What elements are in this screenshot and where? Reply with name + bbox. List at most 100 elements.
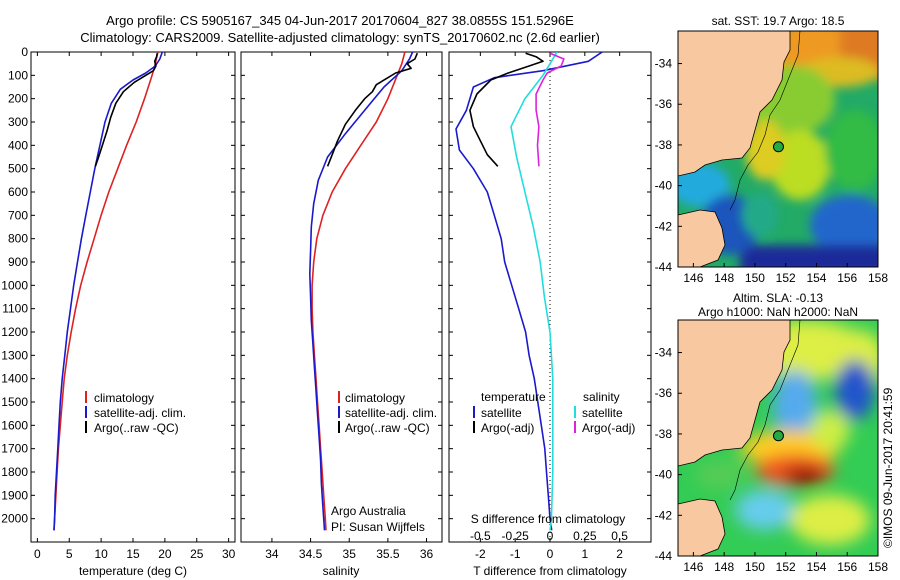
series-line-salinity-sal_argo — [535, 52, 565, 167]
salinity-series — [309, 52, 419, 531]
map-x-tick-label: 152 — [776, 271, 796, 285]
sst-map-frame — [677, 30, 879, 268]
sla-map — [678, 320, 878, 556]
y-tick-label: 1200 — [1, 325, 28, 339]
map-y-tick-label: -36 — [655, 386, 673, 400]
salinity-xlabel: salinity — [323, 564, 360, 578]
map-x-tick-label: 154 — [806, 271, 826, 285]
y-tick-label: 0 — [21, 45, 28, 59]
y-tick-label: 1700 — [1, 442, 28, 456]
map-y-tick-label: -42 — [655, 219, 673, 233]
legend-label-s-satellite: satellite — [582, 406, 623, 420]
legend-label-climatology: climatology — [94, 391, 154, 405]
y-tick-label: 1800 — [1, 465, 28, 479]
difference-xlabel: T difference from climatology — [473, 564, 627, 578]
sla-land — [678, 320, 791, 467]
legend-label-t-satellite: satellite — [481, 406, 522, 420]
map-x-tick-label: 150 — [745, 271, 765, 285]
sla-map-title-2: Argo h1000: NaN h2000: NaN — [698, 305, 858, 319]
s-tick-label: 0.5 — [611, 529, 628, 543]
y-tick-label: 800 — [8, 232, 28, 246]
salinity-panel-frame — [240, 51, 443, 543]
map-y-tick-label: -36 — [655, 97, 673, 111]
s-tick-label: 0.25 — [573, 529, 597, 543]
map-y-tick-label: -42 — [655, 508, 673, 522]
legend-heading-temperature: temperature — [481, 390, 546, 404]
series-line-temperature-satellite — [455, 52, 603, 531]
map-x-tick-label: 156 — [837, 560, 857, 574]
series-line-satellite — [53, 52, 164, 531]
temperature-panel-frame — [30, 51, 236, 543]
y-tick-label: 1000 — [1, 278, 28, 292]
x-tick-label: 35.5 — [376, 547, 400, 561]
map-x-tick-label: 148 — [714, 271, 734, 285]
y-tick-label: 400 — [8, 138, 28, 152]
map-y-tick-label: -38 — [655, 138, 673, 152]
map-y-tick-label: -44 — [655, 549, 673, 563]
s-tick-label: -0.25 — [501, 529, 529, 543]
y-tick-label: 500 — [8, 162, 28, 176]
x-tick-label: 25 — [190, 547, 204, 561]
imos-credit: ©IMOS 09-Jun-2017 20:41:59 — [881, 387, 895, 548]
series-line-argo — [94, 53, 158, 167]
x-tick-label: -2 — [475, 547, 486, 561]
map-y-tick-label: -38 — [655, 427, 673, 441]
sst-land — [678, 31, 791, 177]
x-tick-label: 30 — [222, 547, 236, 561]
sst-map — [678, 31, 878, 267]
sla-isobath — [729, 320, 801, 501]
difference-series — [455, 52, 603, 542]
y-tick-label: 200 — [8, 92, 28, 106]
map-x-tick-label: 154 — [806, 560, 826, 574]
series-line-salinity-sal_sat — [510, 52, 558, 531]
series-line-satellite — [309, 52, 414, 531]
x-tick-label: 36 — [420, 547, 434, 561]
legend-label-satellite: satellite-adj. clim. — [345, 406, 437, 420]
map-y-tick-label: -44 — [655, 260, 673, 274]
sst-map-title: sat. SST: 19.7 Argo: 18.5 — [712, 14, 845, 28]
map-y-tick-label: -40 — [655, 179, 673, 193]
difference-legend: temperature satellite Argo(-adj) salinit… — [473, 390, 635, 435]
map-y-tick-label: -34 — [655, 346, 673, 360]
temperature-legend: climatology satellite-adj. clim. Argo(..… — [85, 391, 186, 435]
sst-isobath — [729, 31, 801, 211]
x-tick-label: 2 — [616, 547, 623, 561]
y-tick-label: 1500 — [1, 395, 28, 409]
x-tick-label: 15 — [126, 547, 140, 561]
float-position-marker — [772, 141, 784, 153]
temperature-xlabel: temperature (deg C) — [79, 564, 187, 578]
y-tick-label: 700 — [8, 208, 28, 222]
x-tick-label: 20 — [158, 547, 172, 561]
legend-label-climatology: climatology — [345, 391, 405, 405]
y-tick-label: 1100 — [2, 302, 28, 316]
map-x-tick-label: 150 — [745, 560, 765, 574]
legend-label-satellite: satellite-adj. clim. — [94, 406, 186, 420]
map-x-tick-label: 146 — [683, 560, 703, 574]
legend-label-s-argo: Argo(-adj) — [582, 421, 635, 435]
sla-map-title-1: Altim. SLA: -0.13 — [733, 291, 823, 305]
map-y-tick-label: -40 — [655, 468, 673, 482]
float-position-marker — [772, 430, 784, 442]
figure-title-line1: Argo profile: CS 5905167_345 04-Jun-2017… — [106, 13, 574, 28]
s-tick-label: -0.5 — [470, 529, 491, 543]
temperature-series — [53, 52, 164, 531]
figure-title-line2: Climatology: CARS2009. Satellite-adjuste… — [80, 30, 600, 45]
difference-xlabel-top: S difference from climatology — [471, 512, 626, 526]
sla-map-axes: 146 148 150 152 154 156 158 -34 -36 -38 -40 -42 -44 — [655, 346, 889, 574]
y-tick-label: 900 — [8, 255, 28, 269]
x-tick-label: 5 — [66, 547, 73, 561]
y-tick-label: 1400 — [1, 372, 28, 386]
x-tick-label: 1 — [581, 547, 588, 561]
legend-heading-salinity: salinity — [583, 390, 620, 404]
map-x-tick-label: 146 — [683, 271, 703, 285]
temperature-axes: 0 5 10 15 20 25 300100200300400500600700800900… — [1, 45, 235, 561]
salinity-axes: 34 34.5 35 35.5 36 — [241, 51, 442, 561]
y-tick-label: 300 — [8, 115, 28, 129]
x-tick-label: 0 — [34, 547, 41, 561]
y-tick-label: 2000 — [1, 512, 28, 526]
map-x-tick-label: 158 — [868, 271, 888, 285]
x-tick-label: 34 — [265, 547, 279, 561]
legend-label-t-argo: Argo(-adj) — [481, 421, 534, 435]
salinity-legend: climatology satellite-adj. clim. Argo(..… — [338, 391, 437, 435]
